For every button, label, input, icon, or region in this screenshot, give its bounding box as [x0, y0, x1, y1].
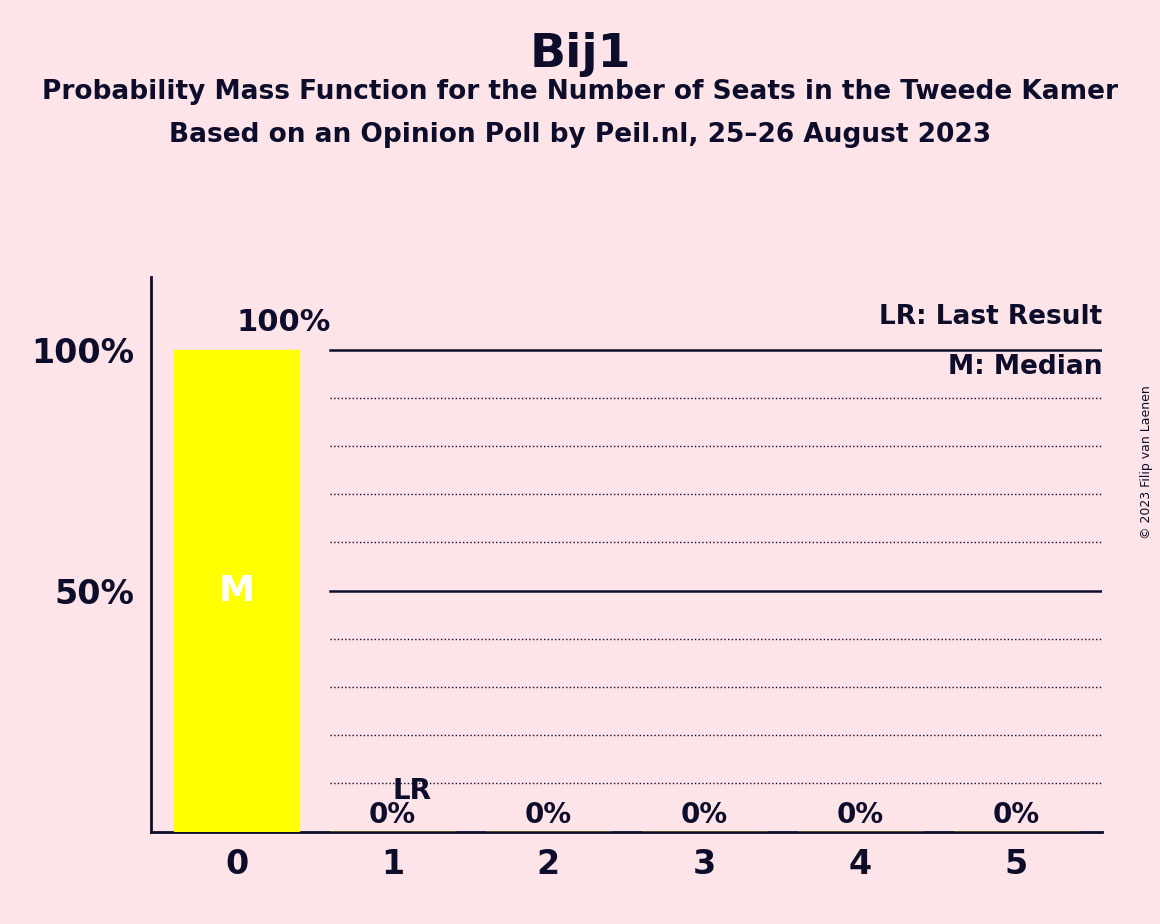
Text: LR: LR — [392, 777, 432, 805]
Text: 100%: 100% — [237, 309, 331, 337]
Text: 0%: 0% — [369, 801, 416, 829]
Text: Probability Mass Function for the Number of Seats in the Tweede Kamer: Probability Mass Function for the Number… — [42, 79, 1118, 104]
Text: 0%: 0% — [836, 801, 884, 829]
Text: 0%: 0% — [681, 801, 728, 829]
Bar — [174, 349, 299, 832]
Text: 0%: 0% — [524, 801, 572, 829]
Text: Bij1: Bij1 — [529, 32, 631, 78]
Text: © 2023 Filip van Laenen: © 2023 Filip van Laenen — [1139, 385, 1153, 539]
Text: M: M — [218, 574, 254, 608]
Text: Based on an Opinion Poll by Peil.nl, 25–26 August 2023: Based on an Opinion Poll by Peil.nl, 25–… — [169, 122, 991, 148]
Text: LR: Last Result: LR: Last Result — [879, 304, 1102, 330]
Text: M: Median: M: Median — [948, 354, 1102, 381]
Text: 0%: 0% — [993, 801, 1039, 829]
